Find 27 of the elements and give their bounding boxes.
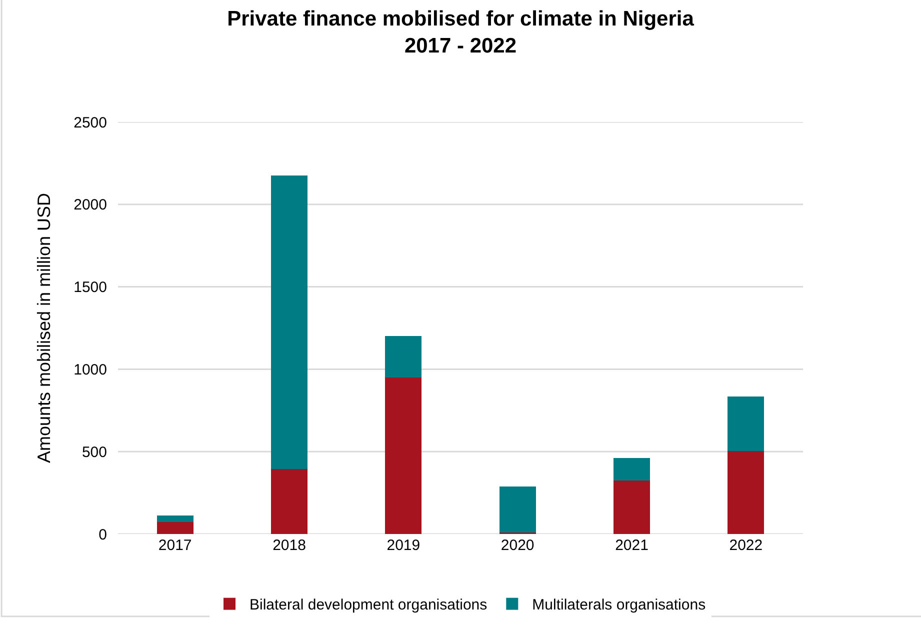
bar [385, 336, 422, 378]
bar [499, 486, 536, 533]
bar [156, 516, 194, 522]
y-tick-label: 500 [82, 444, 107, 461]
bar [385, 377, 422, 534]
x-tick-label: 2022 [729, 537, 763, 554]
y-axis-title: Amounts mobilised in million USD [34, 192, 54, 464]
bar [270, 176, 308, 469]
x-tick-label: 2018 [272, 537, 306, 554]
y-tick-label: 2500 [74, 114, 107, 132]
y-tick-label: 1000 [74, 361, 107, 378]
bar [613, 480, 650, 534]
x-tick-label: 2019 [386, 537, 420, 554]
y-tick-label: 0 [98, 526, 107, 544]
bar [728, 450, 764, 534]
y-tick-label: 1500 [74, 279, 107, 296]
x-tick-label: 2021 [615, 537, 648, 554]
y-tick-label: 2000 [74, 196, 107, 214]
x-tick-label: 2020 [500, 537, 534, 554]
legend-label: Bilateral development organisations [250, 596, 488, 614]
bar [613, 458, 650, 480]
bar [728, 396, 764, 451]
x-tick-label: 2017 [158, 537, 192, 554]
bar [270, 468, 308, 534]
chart-title: Private finance mobilised for climate in Nigeria 2017 - 2022 [227, 7, 694, 58]
bar [156, 522, 194, 534]
legend-label: Multilaterals organisations [532, 596, 706, 614]
